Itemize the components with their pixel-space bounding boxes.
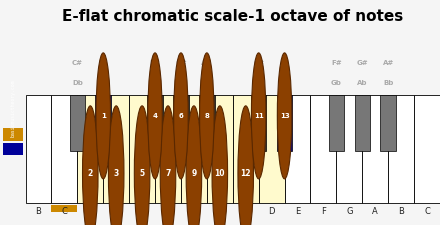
Bar (381, 94, 396, 151)
Text: basicmusictheory.com: basicmusictheory.com (10, 79, 15, 137)
Circle shape (174, 53, 188, 179)
Bar (3, 128, 23, 141)
Bar (129, 94, 155, 202)
Text: 13: 13 (280, 113, 290, 119)
Text: A#: A# (201, 60, 213, 66)
Text: E-flat chromatic scale-1 octave of notes: E-flat chromatic scale-1 octave of notes (62, 9, 403, 24)
Text: 5: 5 (139, 169, 145, 178)
Circle shape (134, 106, 150, 225)
Text: Gb: Gb (331, 80, 342, 86)
Text: Ab: Ab (176, 80, 186, 86)
Text: Bb: Bb (383, 80, 393, 86)
Text: G: G (165, 207, 171, 216)
Bar (388, 94, 414, 202)
Text: E: E (114, 207, 119, 216)
Circle shape (108, 106, 124, 225)
Circle shape (186, 106, 202, 225)
Bar (77, 94, 103, 202)
Bar (199, 94, 215, 151)
Text: Eb: Eb (280, 80, 290, 86)
Circle shape (212, 106, 227, 225)
Circle shape (251, 53, 266, 179)
Text: 4: 4 (153, 113, 158, 119)
Text: F#: F# (150, 60, 160, 66)
Bar (51, 205, 77, 211)
Text: B: B (398, 207, 404, 216)
Bar (414, 94, 440, 202)
Bar (337, 94, 362, 202)
Text: 3: 3 (114, 169, 119, 178)
Circle shape (238, 106, 253, 225)
Text: 6: 6 (179, 113, 183, 119)
Circle shape (96, 53, 110, 179)
Text: Bb: Bb (202, 80, 212, 86)
Text: 11: 11 (254, 113, 264, 119)
Text: A: A (191, 207, 197, 216)
Bar (362, 94, 388, 202)
Text: 2: 2 (88, 169, 93, 178)
Circle shape (83, 106, 98, 225)
Bar (3, 143, 23, 155)
Bar (233, 94, 259, 202)
Bar (329, 94, 344, 151)
Bar (259, 94, 285, 202)
Bar (251, 94, 267, 151)
Text: 1: 1 (101, 113, 106, 119)
Bar (147, 94, 163, 151)
Text: 8: 8 (205, 113, 209, 119)
Text: C: C (243, 207, 249, 216)
Text: C: C (424, 207, 430, 216)
Circle shape (277, 53, 292, 179)
Text: B: B (36, 207, 41, 216)
Text: F#: F# (331, 60, 342, 66)
Text: G#: G# (175, 60, 187, 66)
Bar (95, 94, 111, 151)
Text: C#: C# (253, 60, 264, 66)
Text: Db: Db (253, 80, 264, 86)
Text: Db: Db (72, 80, 83, 86)
Text: F: F (321, 207, 326, 216)
Bar (277, 94, 292, 151)
Bar (181, 94, 207, 202)
Bar (311, 94, 337, 202)
Circle shape (160, 106, 176, 225)
Bar (355, 94, 370, 151)
Bar (51, 94, 77, 202)
Bar (207, 94, 233, 202)
Bar (155, 94, 181, 202)
Text: D: D (268, 207, 275, 216)
Circle shape (148, 53, 162, 179)
Bar (173, 94, 189, 151)
Bar (103, 94, 129, 202)
Text: Eb: Eb (98, 80, 108, 86)
Circle shape (200, 53, 214, 179)
Bar (285, 94, 311, 202)
Text: F: F (139, 207, 144, 216)
Text: 7: 7 (165, 169, 171, 178)
Text: D: D (87, 207, 94, 216)
Text: Ab: Ab (357, 80, 367, 86)
Text: 9: 9 (191, 169, 197, 178)
Text: B: B (217, 207, 223, 216)
Text: C#: C# (72, 60, 83, 66)
Text: G: G (346, 207, 352, 216)
Text: E: E (295, 207, 300, 216)
Text: 10: 10 (215, 169, 225, 178)
Text: A#: A# (382, 60, 394, 66)
Text: G#: G# (356, 60, 368, 66)
Text: 12: 12 (241, 169, 251, 178)
Text: C: C (62, 207, 67, 216)
Bar (70, 94, 85, 151)
Bar (26, 94, 51, 202)
Text: A: A (372, 207, 378, 216)
Text: Gb: Gb (150, 80, 161, 86)
